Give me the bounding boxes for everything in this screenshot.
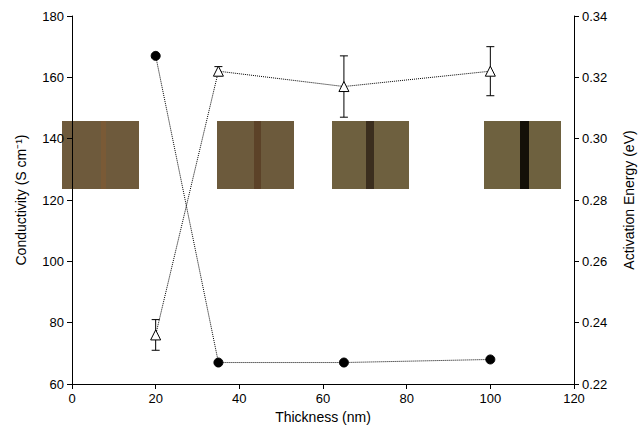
svg-text:180: 180	[42, 9, 64, 24]
svg-text:0.32: 0.32	[582, 70, 607, 85]
svg-text:0.34: 0.34	[582, 9, 607, 24]
svg-text:0.22: 0.22	[582, 377, 607, 392]
svg-text:120: 120	[42, 193, 64, 208]
svg-text:Conductivity (S cm⁻¹): Conductivity (S cm⁻¹)	[13, 134, 29, 265]
svg-text:0.24: 0.24	[582, 315, 607, 330]
svg-text:0.28: 0.28	[582, 193, 607, 208]
svg-text:100: 100	[479, 391, 501, 406]
svg-text:60: 60	[50, 377, 64, 392]
svg-text:0.30: 0.30	[582, 131, 607, 146]
svg-text:Thickness (nm): Thickness (nm)	[275, 409, 371, 425]
svg-text:140: 140	[42, 131, 64, 146]
svg-text:40: 40	[232, 391, 246, 406]
svg-text:80: 80	[50, 315, 64, 330]
svg-text:Activation Energy (eV): Activation Energy (eV)	[621, 130, 637, 269]
svg-text:80: 80	[399, 391, 413, 406]
svg-text:0: 0	[68, 391, 75, 406]
svg-text:0.26: 0.26	[582, 254, 607, 269]
svg-text:100: 100	[42, 254, 64, 269]
svg-text:160: 160	[42, 70, 64, 85]
svg-text:60: 60	[316, 391, 330, 406]
svg-text:20: 20	[148, 391, 162, 406]
svg-text:120: 120	[563, 391, 585, 406]
